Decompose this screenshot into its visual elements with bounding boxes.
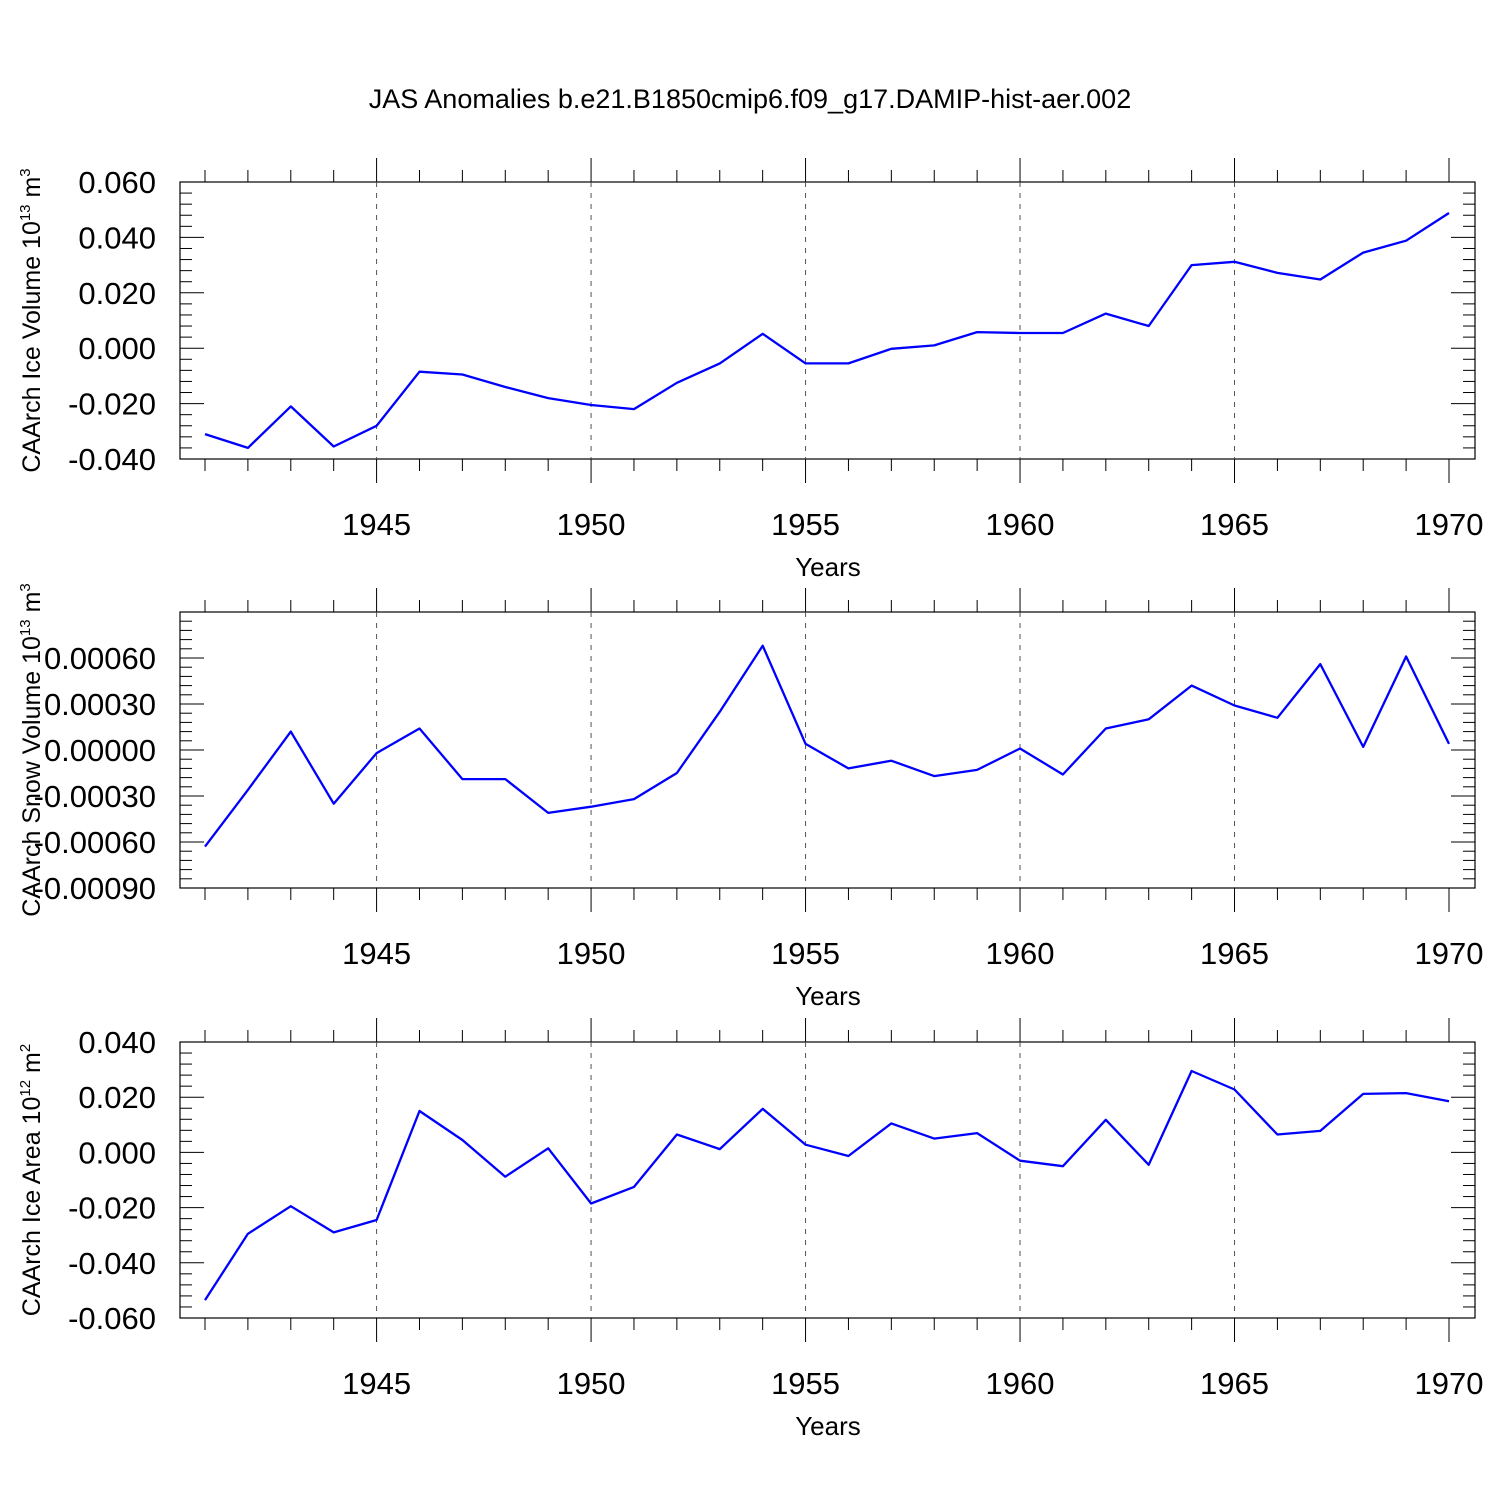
y-label-text: CAArch Ice Area 10: [18, 1097, 46, 1317]
x-tick-label: 1960: [986, 507, 1055, 542]
x-tick-label: 1950: [557, 936, 626, 971]
x-tick-label: 1965: [1200, 936, 1269, 971]
x-tick-label: 1955: [771, 507, 840, 542]
y-label-superscript: 3: [17, 583, 34, 591]
y-tick-label: -0.00090: [34, 871, 156, 906]
y-tick-label: 0.000: [78, 331, 156, 366]
y-tick-label: -0.00060: [34, 825, 156, 860]
y-tick-label: -0.00030: [34, 779, 156, 814]
x-axis-label: Years: [795, 1411, 861, 1441]
y-tick-label: 0.060: [78, 165, 156, 200]
x-axis-label: Years: [795, 981, 861, 1011]
x-tick-label: 1970: [1415, 1366, 1484, 1401]
x-tick-label: 1950: [557, 1366, 626, 1401]
chart-panel-1: 1945 1950 1955 1960 1965 1970 Years -0.040 -0.02…: [17, 158, 1483, 582]
y-label-text: CAArch Snow Volume 10: [18, 636, 46, 917]
x-tick-label: 1965: [1200, 1366, 1269, 1401]
y-tick-label: 0.040: [78, 1025, 156, 1060]
y-tick-label: 0.020: [78, 1080, 156, 1115]
chart-panel-2: 1945 1950 1955 1960 1965 1970 Years -0.00090 -0.…: [17, 583, 1483, 1011]
y-tick-label: 0.00060: [44, 641, 156, 676]
plot-frame: [180, 1042, 1475, 1318]
y-label-superscript: 12: [17, 1080, 34, 1097]
plot-frame: [180, 612, 1475, 888]
y-tick-label: -0.020: [68, 1191, 156, 1226]
y-axis-label: CAArch Ice Volume 1013 m3: [17, 168, 46, 472]
y-axis-label: CAArch Snow Volume 1013 m3: [17, 583, 46, 917]
chart-title: JAS Anomalies b.e21.B1850cmip6.f09_g17.D…: [369, 84, 1131, 114]
x-tick-label: 1955: [771, 936, 840, 971]
y-label-text: CAArch Ice Volume 10: [18, 221, 46, 473]
y-tick-label: 0.040: [78, 220, 156, 255]
y-tick-label: 0.020: [78, 276, 156, 311]
x-tick-label: 1955: [771, 1366, 840, 1401]
x-tick-label: 1970: [1415, 936, 1484, 971]
series-line: [205, 646, 1449, 847]
y-axis-label: CAArch Ice Area 1012 m2: [17, 1044, 46, 1316]
x-tick-label: 1950: [557, 507, 626, 542]
y-tick-label: -0.040: [68, 442, 156, 477]
x-tick-label: 1960: [986, 1366, 1055, 1401]
series-line: [205, 1071, 1449, 1300]
y-label-text: m: [18, 592, 46, 620]
chart-panel-3: 1945 1950 1955 1960 1965 1970 Years -0.060 -0.04…: [17, 1018, 1483, 1441]
y-label-superscript: 13: [17, 204, 34, 221]
y-tick-label: -0.020: [68, 387, 156, 422]
y-label-superscript: 3: [17, 168, 34, 176]
x-tick-label: 1945: [342, 936, 411, 971]
series-line: [205, 213, 1449, 448]
x-tick-label: 1960: [986, 936, 1055, 971]
x-axis-label: Years: [795, 552, 861, 582]
y-label-text: m: [18, 177, 46, 205]
plot-frame: [180, 182, 1475, 459]
y-tick-label: -0.040: [68, 1246, 156, 1281]
y-label-text: m: [18, 1052, 46, 1080]
y-label-superscript: 13: [17, 619, 34, 636]
y-label-superscript: 2: [17, 1044, 34, 1052]
y-tick-label: 0.00030: [44, 687, 156, 722]
x-tick-label: 1945: [342, 507, 411, 542]
x-tick-label: 1970: [1415, 507, 1484, 542]
x-tick-label: 1965: [1200, 507, 1269, 542]
y-tick-label: 0.000: [78, 1135, 156, 1170]
x-tick-label: 1945: [342, 1366, 411, 1401]
y-tick-label: 0.00000: [44, 733, 156, 768]
y-tick-label: -0.060: [68, 1301, 156, 1336]
